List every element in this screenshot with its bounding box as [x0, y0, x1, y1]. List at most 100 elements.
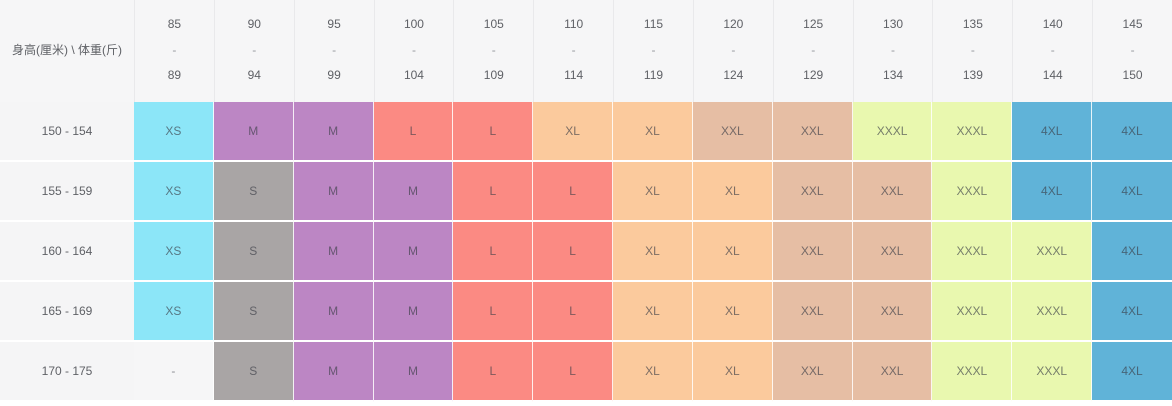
weight-to: 109	[483, 68, 504, 82]
size-cell: L	[373, 102, 454, 162]
weight-column-header: 140 - 144	[1012, 0, 1093, 102]
range-dash: -	[1130, 42, 1135, 57]
weight-to: 124	[723, 68, 744, 82]
size-cell: L	[453, 222, 534, 282]
size-cell: M	[213, 102, 294, 162]
size-cell: XL	[692, 282, 773, 342]
size-cell: L	[533, 282, 614, 342]
size-cell: S	[213, 222, 294, 282]
weight-column-header: 110 - 114	[533, 0, 614, 102]
size-cell: XXL	[772, 342, 853, 402]
size-cell: XXXL	[932, 162, 1013, 222]
height-row-label: 160 - 164	[0, 222, 134, 282]
size-cell: S	[213, 282, 294, 342]
size-cell: L	[453, 162, 534, 222]
size-cell: XL	[692, 162, 773, 222]
weight-from: 135	[962, 17, 983, 31]
weight-from: 90	[247, 17, 261, 31]
height-row-label: 165 - 169	[0, 282, 134, 342]
size-cell: XS	[134, 162, 214, 222]
size-cell: L	[453, 342, 534, 402]
size-cell: XXXL	[932, 342, 1013, 402]
size-cell: M	[293, 282, 374, 342]
size-cell: 4XL	[1092, 222, 1172, 282]
range-dash: -	[891, 42, 896, 57]
range-dash: -	[811, 42, 816, 57]
size-cell: XXXL	[852, 102, 933, 162]
size-cell: XL	[613, 102, 693, 162]
weight-to: 99	[327, 68, 341, 82]
size-cell: M	[293, 342, 374, 402]
size-cell: XXL	[852, 282, 933, 342]
size-cell: L	[453, 102, 534, 162]
size-cell: XXL	[772, 102, 853, 162]
weight-column-header: 115 - 119	[613, 0, 693, 102]
weight-to: 134	[883, 68, 904, 82]
weight-to: 89	[167, 68, 182, 82]
height-row-label: 150 - 154	[0, 102, 134, 162]
weight-from: 95	[327, 17, 341, 31]
size-cell: XXXL	[1012, 222, 1093, 282]
weight-from: 130	[883, 17, 904, 31]
weight-to: 114	[564, 68, 584, 82]
range-dash: -	[172, 42, 177, 57]
weight-column-header: 130 - 134	[852, 0, 933, 102]
size-cell: XL	[613, 282, 693, 342]
size-cell: XXXL	[1012, 342, 1093, 402]
size-cell: M	[373, 222, 454, 282]
range-dash: -	[571, 42, 576, 57]
size-cell: 4XL	[1092, 342, 1172, 402]
weight-column-header: 90 - 94	[213, 0, 294, 102]
size-cell: 4XL	[1092, 102, 1172, 162]
size-cell: M	[373, 162, 454, 222]
size-cell: XS	[134, 102, 214, 162]
size-cell: XXL	[852, 162, 933, 222]
size-cell: 4XL	[1012, 162, 1093, 222]
size-cell: XXXL	[932, 102, 1013, 162]
weight-column-header: 85 - 89	[134, 0, 214, 102]
size-cell: M	[293, 102, 374, 162]
weight-to: 104	[403, 68, 424, 82]
size-cell: XL	[613, 162, 693, 222]
size-cell: XL	[692, 342, 773, 402]
size-cell: XS	[134, 222, 214, 282]
height-row-label: 170 - 175	[0, 342, 134, 402]
size-cell: S	[213, 342, 294, 402]
size-cell: XXXL	[932, 282, 1013, 342]
weight-to: 94	[247, 68, 261, 82]
size-cell: XL	[533, 102, 614, 162]
weight-to: 144	[1042, 68, 1063, 82]
weight-column-header: 135 - 139	[932, 0, 1013, 102]
weight-from: 85	[167, 17, 182, 31]
height-row-label: 155 - 159	[0, 162, 134, 222]
weight-from: 100	[403, 17, 424, 31]
range-dash: -	[252, 42, 257, 57]
weight-from: 105	[483, 17, 504, 31]
size-cell: 4XL	[1092, 162, 1172, 222]
size-cell: 4XL	[1092, 282, 1172, 342]
size-cell: XXL	[772, 222, 853, 282]
weight-column-header: 145 - 150	[1092, 0, 1172, 102]
size-cell: L	[453, 282, 534, 342]
range-dash: -	[1050, 42, 1055, 57]
weight-to: 150	[1122, 68, 1143, 82]
weight-from: 125	[803, 17, 824, 31]
weight-from: 110	[564, 17, 584, 31]
weight-from: 115	[643, 17, 664, 31]
range-dash: -	[411, 42, 416, 57]
weight-to: 119	[643, 68, 664, 82]
weight-column-header: 105 - 109	[453, 0, 534, 102]
weight-column-header: 120 - 124	[692, 0, 773, 102]
size-cell: M	[373, 282, 454, 342]
weight-from: 120	[723, 17, 744, 31]
weight-from: 140	[1042, 17, 1063, 31]
size-cell: XL	[692, 222, 773, 282]
corner-label: 身高(厘米) \ 体重(斤)	[0, 0, 134, 102]
weight-column-header: 100 - 104	[373, 0, 454, 102]
weight-column-header: 95 - 99	[293, 0, 374, 102]
size-cell: XXL	[852, 342, 933, 402]
size-cell: 4XL	[1012, 102, 1093, 162]
size-cell: M	[373, 342, 454, 402]
